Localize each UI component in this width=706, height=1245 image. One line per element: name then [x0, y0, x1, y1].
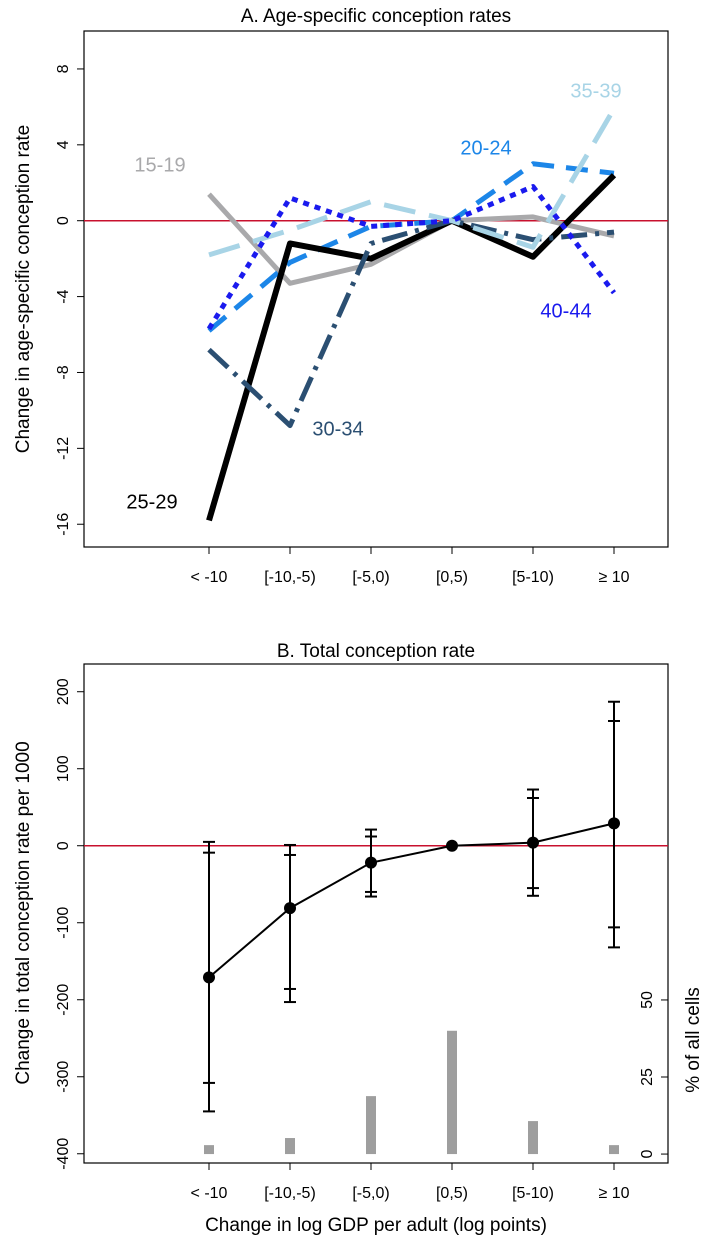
- y-axis-label: Change in age-specific conception rate: [13, 125, 34, 453]
- series-label: 20-24: [460, 137, 511, 159]
- share-bar: [366, 1096, 376, 1155]
- y2-tick-label: 25: [639, 1068, 656, 1086]
- series-line: [208, 822, 615, 979]
- point: [203, 971, 215, 984]
- error-bar: [203, 851, 215, 1084]
- x-tick-label: [5-10): [512, 569, 554, 586]
- share-bar: [204, 1145, 214, 1155]
- series-line: [208, 107, 617, 258]
- series-label: 40-44: [540, 300, 591, 322]
- series-line: [207, 161, 615, 333]
- share-bar: [528, 1121, 538, 1155]
- x-tick-label: [-5,0): [352, 569, 389, 586]
- y-tick-label: -16: [55, 513, 72, 536]
- x-tick-label: [0,5): [436, 569, 468, 586]
- x-axis-label: Change in log GDP per adult (log points): [205, 1215, 547, 1236]
- point: [608, 817, 620, 830]
- error-bar: [284, 853, 296, 990]
- y-tick-label: -200: [55, 984, 72, 1016]
- series-label: 15-19: [134, 154, 185, 176]
- x-tick-label: [0,5): [436, 1185, 468, 1202]
- y-tick-label: 4: [55, 140, 72, 149]
- x-tick-label: < -10: [191, 569, 228, 586]
- y-tick-label: 200: [55, 678, 72, 705]
- y2-axis-label: % of all cells: [683, 987, 704, 1093]
- y2-tick-label: 50: [639, 991, 656, 1009]
- y-tick-label: -8: [55, 365, 72, 379]
- series-line: [206, 184, 616, 331]
- y-tick-label: -300: [55, 1061, 72, 1093]
- chart-title: A. Age-specific conception rates: [241, 6, 511, 27]
- series-label: 30-34: [312, 418, 363, 440]
- x-tick-label: ≥ 10: [598, 569, 629, 586]
- share-bar: [447, 1030, 457, 1155]
- x-tick-label: [-10,-5): [264, 1185, 316, 1202]
- y-tick-label: 0: [55, 216, 72, 225]
- y2-tick-label: 0: [639, 1150, 656, 1159]
- x-tick-label: [5-10): [512, 1185, 554, 1202]
- share-bar: [609, 1145, 619, 1155]
- y-axis-label: Change in total conception rate per 1000: [13, 741, 34, 1084]
- series-label: 25-29: [126, 491, 177, 513]
- point: [446, 839, 458, 852]
- series-label: 35-39: [570, 80, 621, 102]
- plot-frame: [83, 30, 669, 548]
- series-line: [207, 218, 615, 429]
- point: [527, 836, 539, 849]
- point: [365, 856, 377, 869]
- x-tick-label: [-10,-5): [264, 569, 316, 586]
- x-tick-label: < -10: [191, 1185, 228, 1202]
- chart-title: B. Total conception rate: [277, 641, 475, 662]
- point: [284, 902, 296, 915]
- y-tick-label: 0: [55, 841, 72, 850]
- x-tick-label: ≥ 10: [598, 1185, 629, 1202]
- y-tick-label: -100: [55, 907, 72, 939]
- y-tick-label: 8: [55, 64, 72, 73]
- series-line: [206, 173, 617, 522]
- plot-frame: [83, 663, 669, 1164]
- share-bar: [285, 1138, 295, 1155]
- x-tick-label: [-5,0): [352, 1185, 389, 1202]
- y-tick-label: 100: [55, 755, 72, 782]
- y-tick-label: -4: [55, 289, 72, 303]
- y-tick-label: -12: [55, 437, 72, 460]
- y-tick-label: -400: [55, 1138, 72, 1170]
